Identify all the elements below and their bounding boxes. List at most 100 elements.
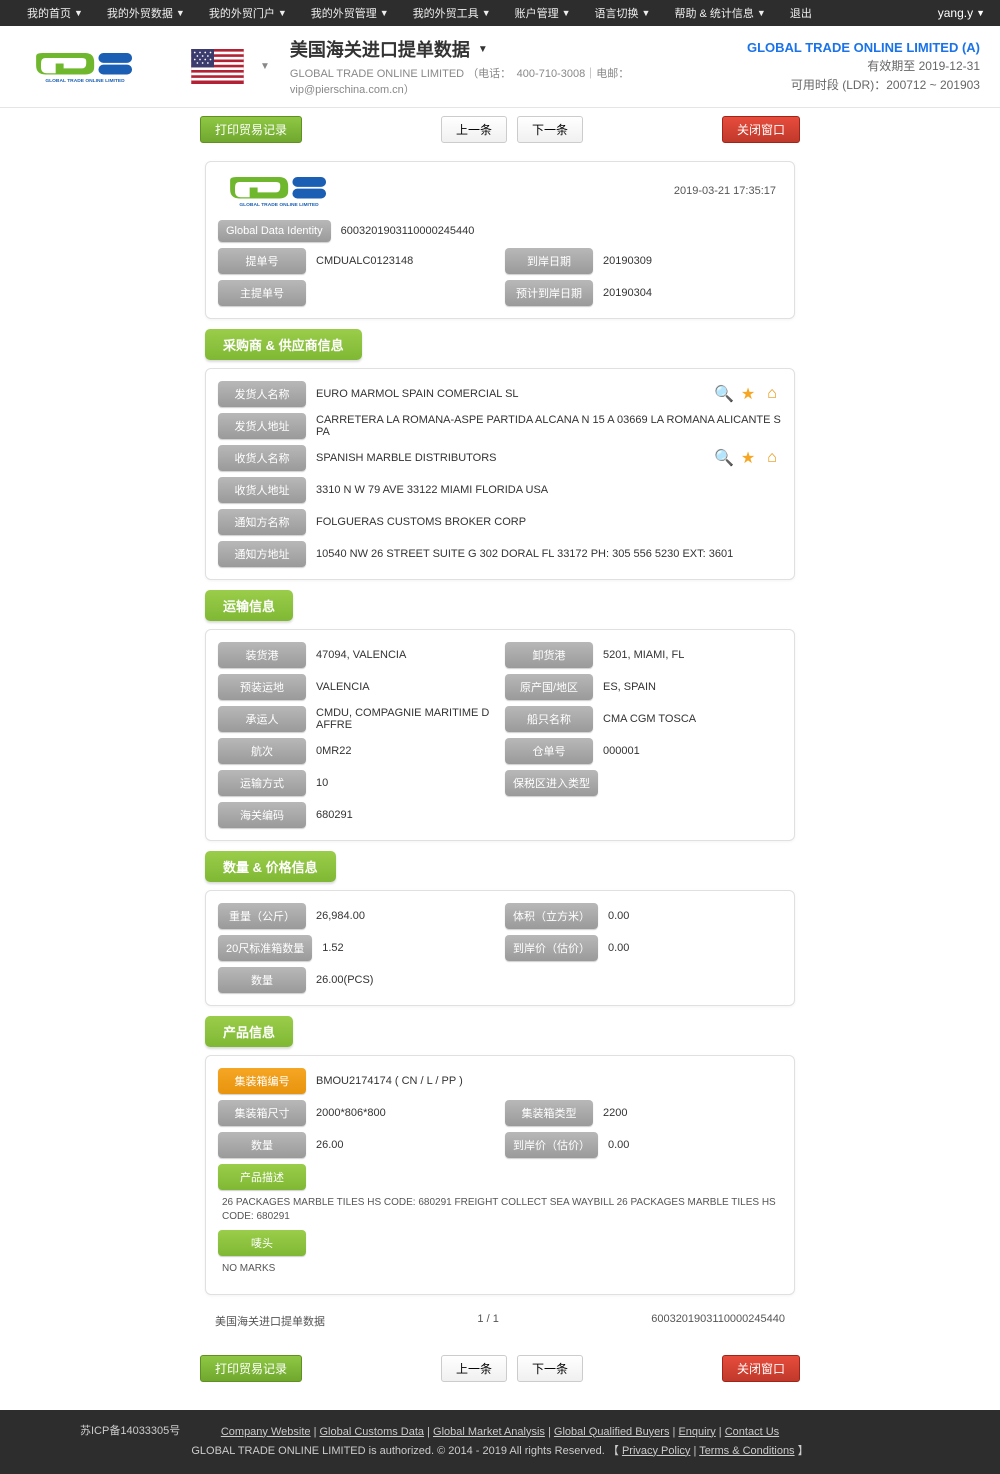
field-row: 发货人地址CARRETERA LA ROMANA-ASPE PARTIDA AL… bbox=[218, 413, 782, 439]
field-row: 通知方地址10540 NW 26 STREET SUITE G 302 DORA… bbox=[218, 541, 782, 567]
footer-link[interactable]: Contact Us bbox=[725, 1426, 779, 1438]
privacy-link[interactable]: Privacy Policy bbox=[622, 1445, 690, 1457]
product-section: 产品信息 集装箱编号BMOU2174174 ( CN / L / PP ) 集装… bbox=[205, 1016, 795, 1295]
field-row: 数量26.00 bbox=[218, 1132, 495, 1158]
field-value: 10540 NW 26 STREET SUITE G 302 DORAL FL … bbox=[306, 548, 782, 560]
field-row: 到岸价（估价）0.00 bbox=[505, 1132, 782, 1158]
field-row: 海关编码680291 bbox=[218, 802, 495, 828]
field-row: 卸货港5201, MIAMI, FL bbox=[505, 642, 782, 668]
footer-link[interactable]: Global Market Analysis bbox=[433, 1426, 545, 1438]
next-button[interactable]: 下一条 bbox=[517, 116, 583, 143]
field-value: ES, SPAIN bbox=[593, 681, 782, 693]
field-label: 20尺标准箱数量 bbox=[218, 935, 312, 961]
prev-button[interactable]: 上一条 bbox=[441, 116, 507, 143]
quantity-section: 数量 & 价格信息 重量（公斤）26,984.00体积（立方米）0.0020尺标… bbox=[205, 851, 795, 1006]
footer-link[interactable]: Enquiry bbox=[678, 1426, 715, 1438]
field-label: 通知方地址 bbox=[218, 541, 306, 567]
field-value: 680291 bbox=[306, 809, 495, 821]
field-row: 收货人地址3310 N W 79 AVE 33122 MIAMI FLORIDA… bbox=[218, 477, 782, 503]
timestamp: 2019-03-21 17:35:17 bbox=[674, 185, 776, 197]
field-label: 集装箱尺寸 bbox=[218, 1100, 306, 1126]
field-row: 航次0MR22 bbox=[218, 738, 495, 764]
marks-text: NO MARKS bbox=[218, 1256, 782, 1282]
search-icon[interactable]: 🔍 bbox=[714, 384, 734, 404]
field-row: 运输方式10 bbox=[218, 770, 495, 796]
field-value: 47094, VALENCIA bbox=[306, 649, 495, 661]
topnav-item[interactable]: 我的外贸管理▼ bbox=[299, 0, 401, 26]
chevron-down-icon: ▼ bbox=[380, 8, 389, 18]
chevron-down-icon: ▼ bbox=[176, 8, 185, 18]
field-row: 保税区进入类型 bbox=[505, 770, 782, 796]
field-value: 0MR22 bbox=[306, 745, 495, 757]
next-button[interactable]: 下一条 bbox=[517, 1355, 583, 1382]
field-row: 到岸价（估价）0.00 bbox=[505, 935, 782, 961]
field-row: 重量（公斤）26,984.00 bbox=[218, 903, 495, 929]
topnav-item[interactable]: 帮助 & 统计信息▼ bbox=[662, 0, 777, 26]
supplier-section: 采购商 & 供应商信息 发货人名称EURO MARMOL SPAIN COMER… bbox=[205, 329, 795, 580]
chevron-down-icon: ▼ bbox=[976, 8, 985, 18]
print-button[interactable]: 打印贸易记录 bbox=[200, 116, 302, 143]
product-desc-text: 26 PACKAGES MARBLE TILES HS CODE: 680291… bbox=[218, 1190, 782, 1230]
header-account-info: GLOBAL TRADE ONLINE LIMITED (A) 有效期至 201… bbox=[747, 40, 980, 93]
account-name: GLOBAL TRADE ONLINE LIMITED (A) bbox=[747, 40, 980, 55]
topnav-item[interactable]: 账户管理▼ bbox=[503, 0, 583, 26]
summary-left: 美国海关进口提单数据 bbox=[215, 1313, 325, 1329]
field-label: 收货人地址 bbox=[218, 477, 306, 503]
prev-button[interactable]: 上一条 bbox=[441, 1355, 507, 1382]
field-label: 仓单号 bbox=[505, 738, 593, 764]
topnav-item[interactable]: 我的外贸数据▼ bbox=[95, 0, 197, 26]
field-label: 发货人地址 bbox=[218, 413, 306, 439]
terms-link[interactable]: Terms & Conditions bbox=[699, 1445, 794, 1457]
summary-row: 美国海关进口提单数据 1 / 1 6003201903110000245440 bbox=[205, 1305, 795, 1337]
field-row: 集装箱尺寸2000*806*800 bbox=[218, 1100, 495, 1126]
chevron-down-icon: ▼ bbox=[757, 8, 766, 18]
card-logo: GLOBAL TRADE ONLINE LIMITED bbox=[224, 174, 334, 208]
field-row: 集装箱类型2200 bbox=[505, 1100, 782, 1126]
footer-link[interactable]: Company Website bbox=[221, 1426, 311, 1438]
product-section-title: 产品信息 bbox=[205, 1016, 293, 1047]
svg-text:GLOBAL TRADE ONLINE LIMITED: GLOBAL TRADE ONLINE LIMITED bbox=[239, 202, 319, 208]
page-footer: 苏ICP备14033305号 Company Website | Global … bbox=[0, 1410, 1000, 1474]
chevron-down-icon[interactable]: ▼ bbox=[260, 61, 270, 72]
valid-until: 有效期至 2019-12-31 bbox=[747, 57, 980, 74]
topnav-item[interactable]: 退出 bbox=[778, 0, 824, 26]
topnav-item[interactable]: 我的外贸工具▼ bbox=[401, 0, 503, 26]
field-label: 通知方名称 bbox=[218, 509, 306, 535]
summary-center: 1 / 1 bbox=[477, 1313, 498, 1329]
field-row: 预装运地VALENCIA bbox=[218, 674, 495, 700]
svg-text:GLOBAL TRADE ONLINE LIMITED: GLOBAL TRADE ONLINE LIMITED bbox=[45, 77, 125, 83]
print-button[interactable]: 打印贸易记录 bbox=[200, 1355, 302, 1382]
home-icon[interactable]: ⌂ bbox=[762, 384, 782, 404]
bol-value: CMDUALC0123148 bbox=[306, 255, 495, 267]
master-label: 主提单号 bbox=[218, 280, 306, 306]
home-icon[interactable]: ⌂ bbox=[762, 448, 782, 468]
field-label: 到岸价（估价） bbox=[505, 1132, 598, 1158]
topnav-user[interactable]: yang.y ▼ bbox=[938, 6, 985, 20]
footer-link[interactable]: Global Qualified Buyers bbox=[554, 1426, 670, 1438]
footer-link[interactable]: Global Customs Data bbox=[320, 1426, 425, 1438]
star-icon[interactable]: ★ bbox=[738, 384, 758, 404]
field-label: 海关编码 bbox=[218, 802, 306, 828]
topnav-item[interactable]: 我的外贸门户▼ bbox=[197, 0, 299, 26]
transport-section: 运输信息 装货港47094, VALENCIA卸货港5201, MIAMI, F… bbox=[205, 590, 795, 841]
field-row: 装货港47094, VALENCIA bbox=[218, 642, 495, 668]
search-icon[interactable]: 🔍 bbox=[714, 448, 734, 468]
field-value: 10 bbox=[306, 777, 495, 789]
bol-label: 提单号 bbox=[218, 248, 306, 274]
field-value: 2200 bbox=[593, 1107, 782, 1119]
field-value: 26.00(PCS) bbox=[306, 974, 495, 986]
company-logo: GLOBAL TRADE ONLINE LIMITED bbox=[20, 47, 150, 87]
field-value: 5201, MIAMI, FL bbox=[593, 649, 782, 661]
close-button[interactable]: 关闭窗口 bbox=[722, 116, 800, 143]
footer-copyright: GLOBAL TRADE ONLINE LIMITED is authorize… bbox=[0, 1442, 1000, 1458]
field-row: 原产国/地区ES, SPAIN bbox=[505, 674, 782, 700]
chevron-down-icon: ▼ bbox=[642, 8, 651, 18]
close-button[interactable]: 关闭窗口 bbox=[722, 1355, 800, 1382]
topnav-item[interactable]: 语言切换▼ bbox=[583, 0, 663, 26]
topnav-item[interactable]: 我的首页▼ bbox=[15, 0, 95, 26]
action-bar-top: 打印贸易记录 上一条 下一条 关闭窗口 bbox=[0, 108, 1000, 151]
page-title[interactable]: 美国海关进口提单数据 ▼ bbox=[290, 36, 747, 62]
chevron-down-icon: ▼ bbox=[278, 8, 287, 18]
star-icon[interactable]: ★ bbox=[738, 448, 758, 468]
field-label: 原产国/地区 bbox=[505, 674, 593, 700]
